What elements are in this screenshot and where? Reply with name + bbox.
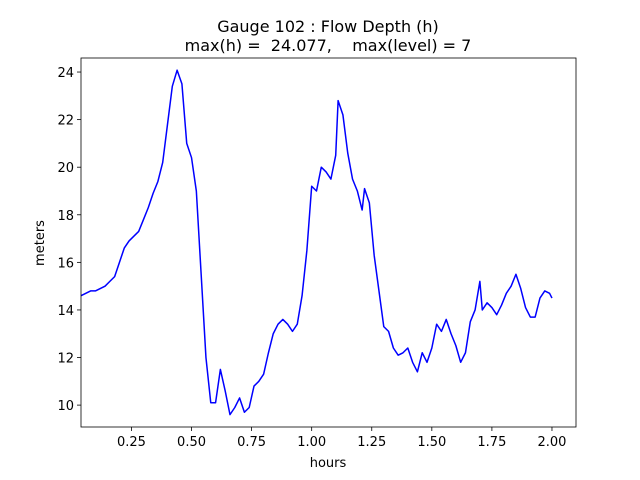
x-tick-label: 0.75 [237,435,266,450]
x-tick-label: 1.75 [477,435,506,450]
data-line [80,69,553,416]
x-tick-label: 2.00 [537,435,566,450]
y-tick-label: 16 [57,256,74,271]
y-tick-label: 14 [57,304,74,319]
x-tick-label: 0.25 [117,435,146,450]
y-tick-label: 18 [57,209,74,224]
y-axis-label: meters [33,220,48,266]
y-tick-label: 24 [57,66,74,81]
chart-subtitle: max(h) = 24.077, max(level) = 7 [185,36,472,55]
chart-title: Gauge 102 : Flow Depth (h) [217,17,439,36]
y-tick-label: 20 [57,161,74,176]
x-tick-label: 1.50 [417,435,446,450]
x-tick-label: 1.25 [357,435,386,450]
x-tick-label: 1.00 [297,435,326,450]
y-tick-label: 22 [57,114,74,129]
y-tick-label: 12 [57,352,74,367]
y-tick-label: 10 [57,399,74,414]
plot-frame [80,57,577,428]
x-tick-label: 0.50 [177,435,206,450]
x-axis-label: hours [310,456,347,471]
